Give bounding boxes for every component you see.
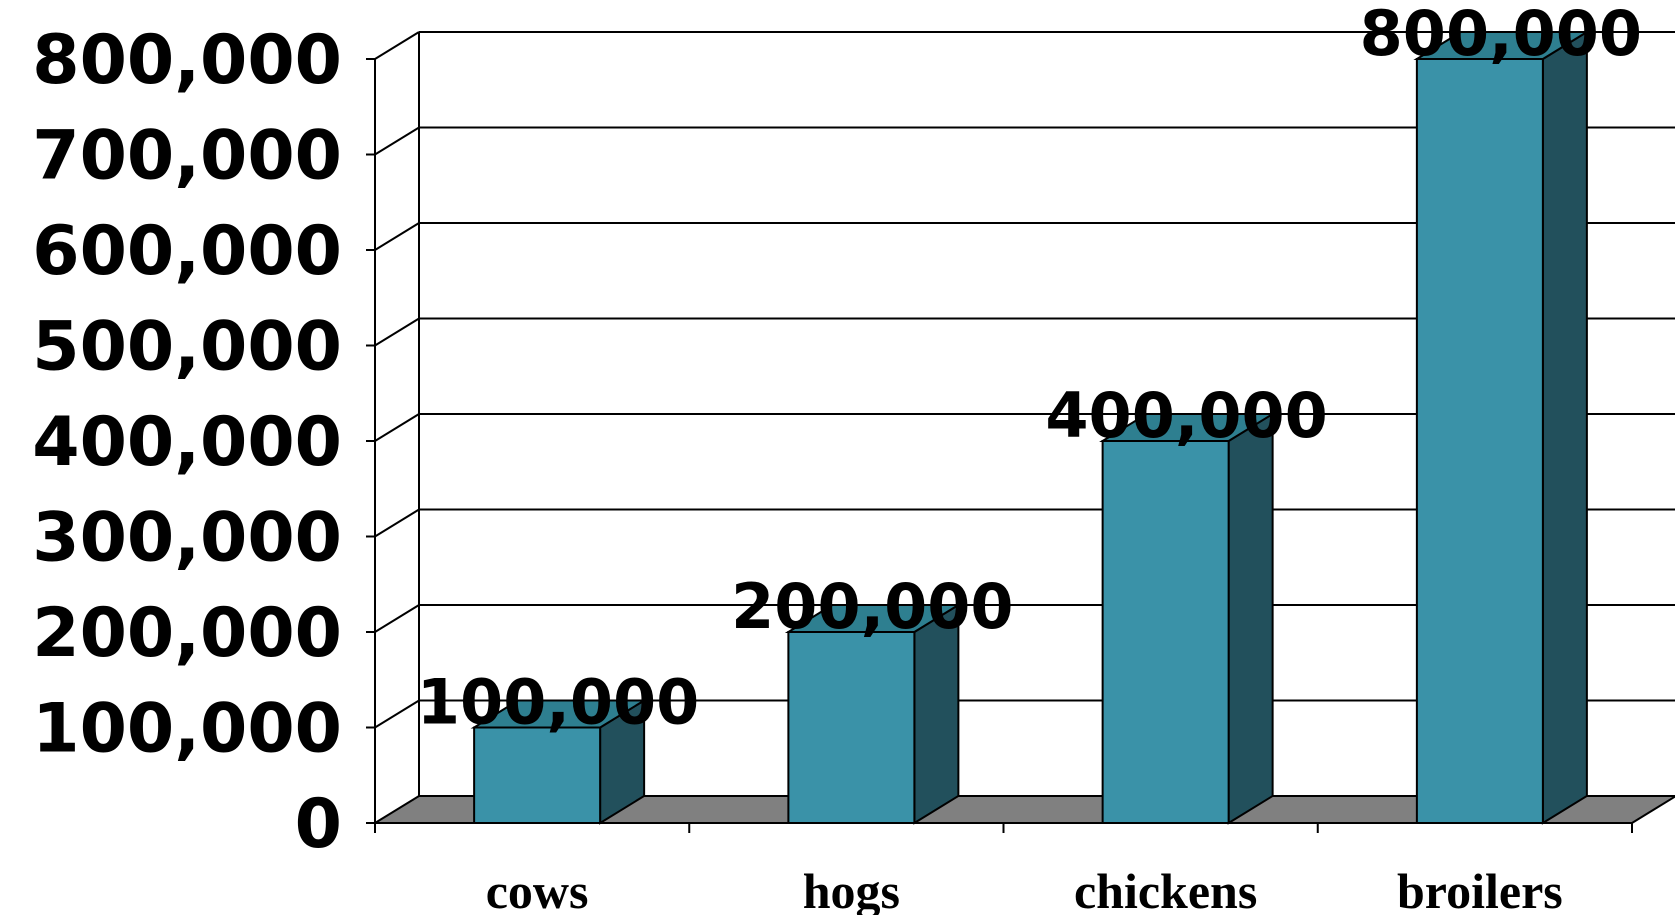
data-label: 100,000: [417, 666, 699, 739]
bar-side: [1227, 412, 1274, 825]
gridline-side: [374, 508, 420, 538]
bar: [1415, 58, 1544, 824]
gridline-side: [374, 31, 420, 60]
y-tick-label: 100,000: [32, 690, 342, 769]
bar: [473, 726, 602, 824]
gridline-side: [374, 699, 420, 729]
bar: [787, 631, 916, 824]
bar-group: [470, 698, 648, 825]
bar-group: [1413, 30, 1591, 825]
gridline-side: [374, 604, 420, 633]
bars-layer: [470, 30, 1591, 825]
x-tick-label: hogs: [803, 863, 900, 915]
x-tick-labels-layer: cows hogs chickens broilers: [486, 863, 1563, 915]
data-label: 200,000: [731, 570, 1013, 643]
gridline-side: [374, 222, 420, 251]
bar: [1101, 440, 1230, 824]
x-tick-label: chickens: [1074, 863, 1257, 915]
y-tick-label: 200,000: [32, 594, 342, 673]
y-tick-label: 600,000: [32, 212, 342, 291]
x-tick-label: cows: [486, 863, 589, 915]
data-labels-layer: 100,000 200,000 400,000 800,000: [417, 0, 1642, 739]
y-tick-label: 300,000: [32, 499, 342, 578]
gridline-side: [374, 317, 420, 347]
bar-group: [1099, 412, 1277, 825]
y-tick-label: 500,000: [32, 308, 342, 387]
y-tick-label: 0: [295, 785, 342, 864]
data-label: 400,000: [1045, 379, 1327, 452]
y-tick-label: 800,000: [32, 21, 342, 100]
data-label: 800,000: [1360, 0, 1642, 70]
bar-group: [784, 603, 962, 825]
bar-side: [1541, 30, 1588, 825]
y-tick-label: 700,000: [32, 117, 342, 196]
y-tick-labels-layer: 0 100,000 200,000 300,000 400,000 500,000 600,…: [32, 21, 342, 864]
gridline-side: [374, 413, 420, 442]
y-tick-label: 400,000: [32, 403, 342, 482]
gridline-side: [374, 126, 420, 156]
x-tick-label: broilers: [1397, 863, 1563, 915]
